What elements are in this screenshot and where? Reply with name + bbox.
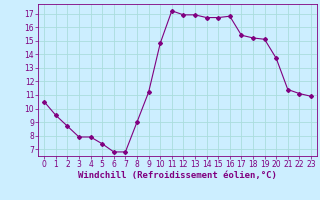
X-axis label: Windchill (Refroidissement éolien,°C): Windchill (Refroidissement éolien,°C) (78, 171, 277, 180)
